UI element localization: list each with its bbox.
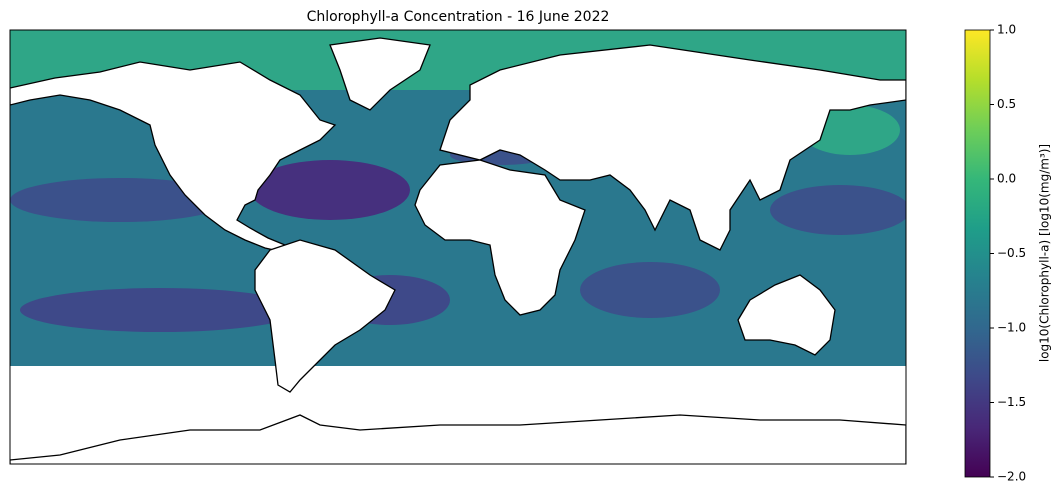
gyre (250, 160, 410, 220)
africa (414, 159, 586, 316)
colorbar-tick-label: 0.5 (997, 97, 1016, 111)
colorbar-tick-label: −2.0 (997, 470, 1026, 484)
colorbar-tick-label: −1.0 (997, 321, 1026, 335)
map (10, 30, 906, 464)
colorbar-tick-label: 1.0 (997, 23, 1016, 37)
greenland (329, 37, 431, 111)
gyre (580, 262, 720, 318)
colorbar-tick-label: 0.0 (997, 172, 1016, 186)
map-frame (9, 29, 907, 465)
eurasia (439, 44, 906, 251)
north-america (10, 61, 337, 253)
colorbar (964, 29, 991, 478)
gyre (10, 178, 230, 222)
colorbar-tick-label: −1.5 (997, 395, 1026, 409)
colorbar-tick-label: −0.5 (997, 246, 1026, 260)
antarctica (10, 414, 906, 464)
australia (737, 274, 836, 356)
south-america (254, 239, 396, 393)
gyre (770, 185, 906, 235)
colorbar-label: log10(Chlorophyll-a) [log10(mg/m³)] (1038, 144, 1052, 362)
title: Chlorophyll-a Concentration - 16 June 20… (307, 9, 610, 25)
gyre (20, 288, 300, 332)
